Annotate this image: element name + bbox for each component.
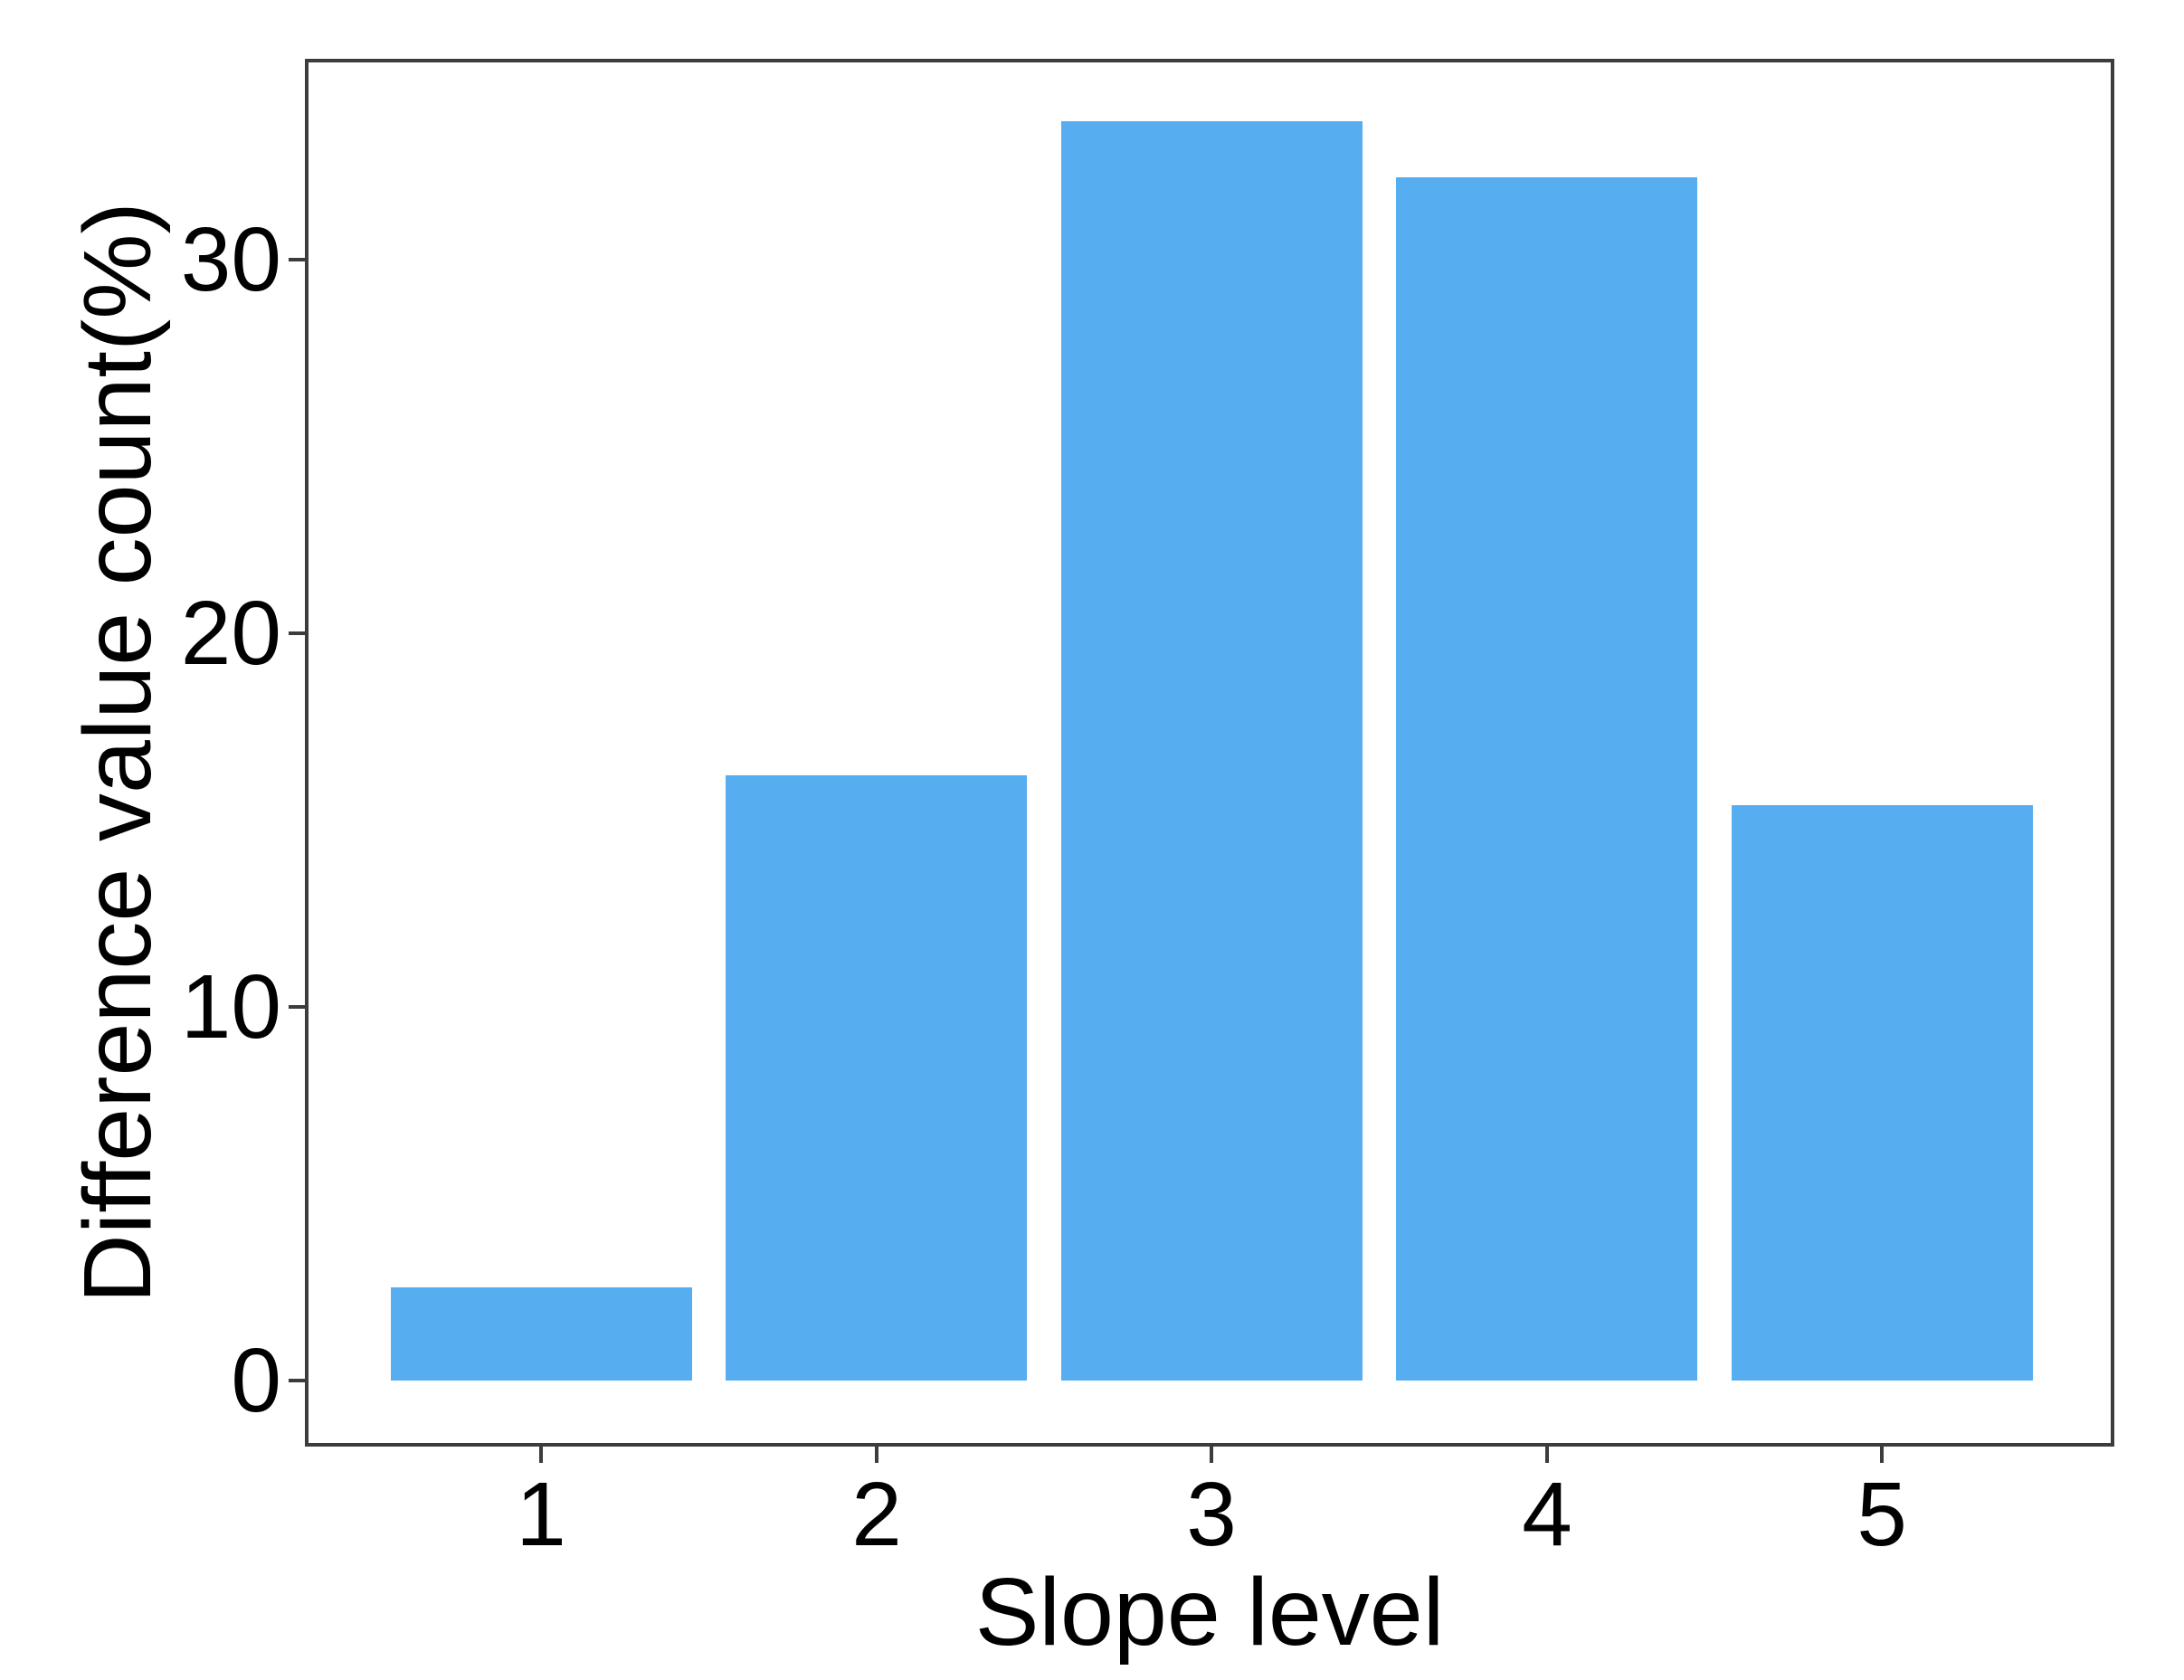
bar-slope-2 <box>726 775 1027 1381</box>
y-tick-mark-20 <box>289 631 305 635</box>
x-axis-title: Slope level <box>974 1559 1445 1666</box>
x-tick-label-5: 5 <box>1856 1464 1907 1565</box>
y-tick-label-30: 30 <box>180 209 281 310</box>
y-tick-label-20: 20 <box>180 583 281 684</box>
y-axis-title: Difference value count(%) <box>64 202 171 1304</box>
x-tick-label-2: 2 <box>851 1464 902 1565</box>
x-tick-mark-1 <box>539 1447 543 1463</box>
bar-slope-3 <box>1061 121 1363 1381</box>
x-tick-label-4: 4 <box>1522 1464 1572 1565</box>
x-tick-mark-2 <box>875 1447 878 1463</box>
y-tick-label-10: 10 <box>180 956 281 1058</box>
x-tick-mark-5 <box>1880 1447 1884 1463</box>
x-tick-mark-4 <box>1545 1447 1549 1463</box>
plot-panel-border <box>305 59 2114 1447</box>
bar-slope-5 <box>1732 805 2033 1381</box>
y-tick-mark-30 <box>289 258 305 261</box>
y-tick-mark-0 <box>289 1379 305 1382</box>
y-tick-label-0: 0 <box>231 1330 281 1431</box>
x-tick-mark-3 <box>1210 1447 1213 1463</box>
x-tick-label-1: 1 <box>516 1464 566 1565</box>
bar-slope-4 <box>1396 177 1697 1381</box>
y-tick-mark-10 <box>289 1005 305 1009</box>
bar-slope-1 <box>391 1287 692 1381</box>
x-tick-label-3: 3 <box>1186 1464 1237 1565</box>
